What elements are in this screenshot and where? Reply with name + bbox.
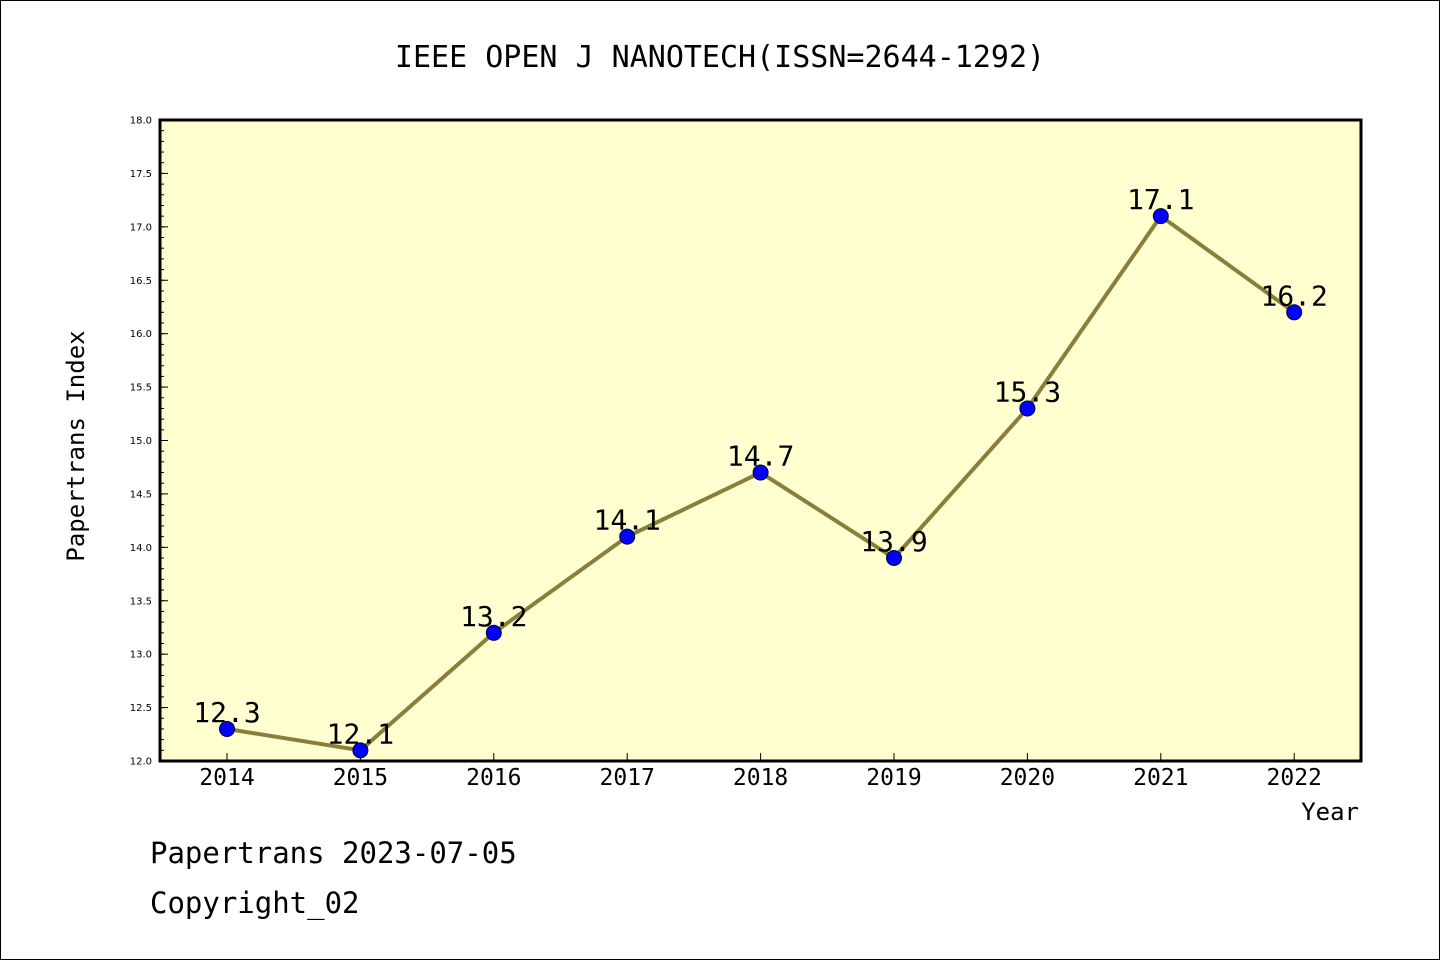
data-label: 13.2 [460, 600, 527, 633]
data-label: 13.9 [860, 525, 927, 558]
y-tick-label: 15.5 [130, 383, 152, 394]
y-tick-label: 13.5 [130, 596, 152, 607]
y-tick-label: 12.0 [130, 757, 152, 768]
data-label: 12.3 [193, 696, 260, 729]
x-tick-label: 2019 [866, 765, 921, 791]
x-tick-label: 2017 [600, 765, 655, 791]
data-point [886, 550, 902, 567]
data-point [485, 624, 502, 641]
data-point [752, 464, 769, 481]
y-tick-label: 18.0 [130, 116, 152, 127]
data-label: 15.3 [994, 375, 1061, 408]
data-point [1019, 400, 1036, 417]
y-tick-label: 16.0 [130, 329, 152, 340]
y-tick-label: 17.0 [130, 222, 152, 233]
data-label: 16.2 [1260, 279, 1327, 312]
data-point [1152, 208, 1169, 225]
data-point [1286, 304, 1303, 321]
y-tick-label: 17.5 [130, 169, 152, 180]
x-tick-label: 2018 [733, 765, 788, 791]
x-tick-label: 2022 [1267, 765, 1322, 791]
y-axis: 12.0 12.5 13.0 13.5 14.0 14.5 15.0 15.5 16.0 16.5… [130, 116, 168, 768]
data-label: 12.1 [327, 717, 394, 750]
plot-area [158, 118, 1363, 763]
data-labels-group: 12.3 12.1 13.2 14.1 14.7 13.9 15.3 17.1 16.2 [193, 183, 1328, 750]
y-tick-label: 12.5 [130, 703, 152, 714]
footer-date: Papertrans 2023-07-05 [150, 836, 517, 870]
x-tick-label: 2021 [1133, 765, 1188, 791]
x-axis-label: Year [1301, 798, 1359, 826]
y-tick-label: 15.0 [130, 436, 152, 447]
x-tick-label: 2014 [199, 765, 254, 791]
x-axis: 2014 2015 2016 2017 2018 2019 2020 2021 2022 [199, 753, 1322, 791]
footer-copyright: Copyright_02 [150, 886, 360, 920]
data-label: 14.1 [593, 504, 660, 537]
data-point [219, 720, 235, 737]
y-tick-label: 16.5 [130, 276, 152, 287]
y-tick-label: 13.0 [130, 650, 152, 661]
data-label: 17.1 [1127, 183, 1194, 216]
x-tick-label: 2020 [1000, 765, 1055, 791]
chart-title: IEEE OPEN J NANOTECH(ISSN=2644-1292) [395, 40, 1045, 75]
data-point [619, 528, 636, 545]
series-points-group [219, 208, 1303, 759]
x-tick-label: 2016 [466, 765, 521, 791]
y-tick-label: 14.5 [130, 489, 152, 500]
data-label: 14.7 [727, 440, 794, 473]
x-tick-label: 2015 [333, 765, 388, 791]
data-point [352, 742, 369, 759]
y-tick-label: 14.0 [130, 543, 152, 554]
y-axis-label: Papertrans Index [62, 330, 90, 561]
